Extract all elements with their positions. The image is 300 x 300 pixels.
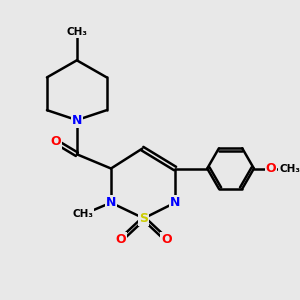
- Text: O: O: [116, 233, 126, 246]
- Text: N: N: [72, 114, 82, 127]
- Text: N: N: [170, 196, 180, 209]
- Text: CH₃: CH₃: [66, 27, 87, 37]
- Text: S: S: [139, 212, 148, 225]
- Text: CH₃: CH₃: [279, 164, 300, 173]
- Text: O: O: [161, 233, 172, 246]
- Text: O: O: [266, 162, 276, 175]
- Text: N: N: [106, 196, 116, 209]
- Text: CH₃: CH₃: [72, 209, 93, 219]
- Text: O: O: [50, 135, 61, 148]
